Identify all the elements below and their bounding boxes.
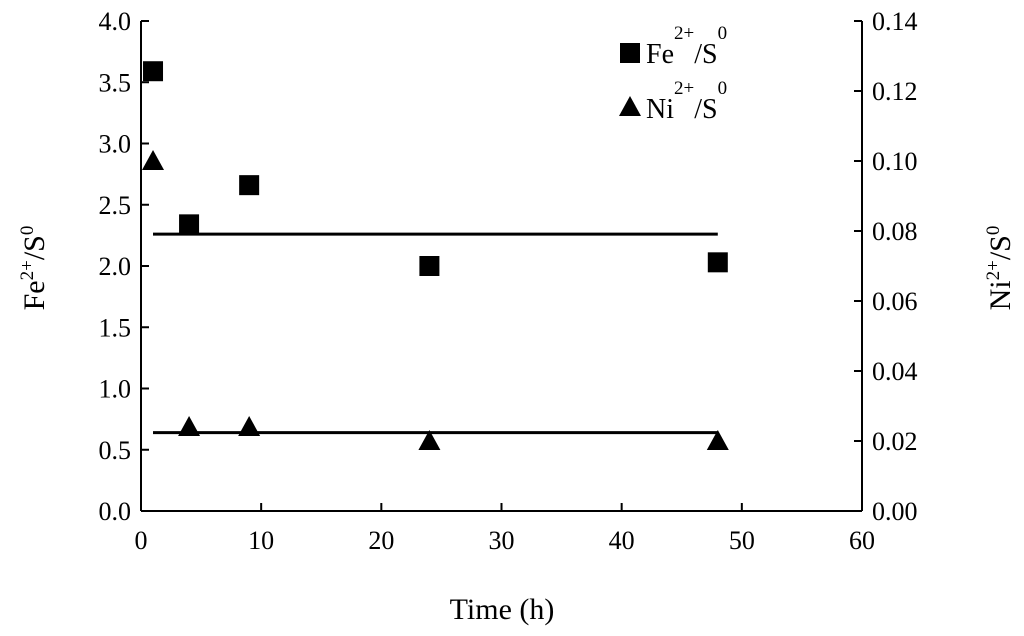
- legend-fe-base: Fe: [646, 39, 674, 70]
- legend-ni-base: Ni: [646, 94, 674, 125]
- x-tick-label: 20: [368, 526, 394, 555]
- data-markers: [142, 61, 729, 450]
- legend-label-ni: Ni2+/S0: [646, 78, 727, 125]
- x-axis-ticks: 0 10 20 30 40 50 60: [135, 503, 875, 555]
- y2-tick-label: 0.06: [872, 287, 918, 316]
- x-tick-label: 40: [609, 526, 635, 555]
- legend-square-icon: [620, 43, 640, 63]
- y2-tick-label: 0.10: [872, 147, 918, 176]
- y-axis-title-sup2: 0: [17, 226, 38, 236]
- y-tick-label: 4.0: [99, 7, 132, 36]
- y-axis-title-base: Fe: [18, 280, 51, 310]
- y2-tick-label: 0.00: [872, 497, 918, 526]
- ni-data-point: [178, 416, 201, 436]
- fe-data-point: [239, 175, 260, 196]
- legend-ni-sup: 2+: [674, 78, 694, 99]
- y2-tick-label: 0.02: [872, 427, 918, 456]
- y2-axis-title: Ni2+/S0: [983, 226, 1017, 311]
- y-tick-label: 1.5: [99, 313, 132, 342]
- y2-axis-title-base: Ni: [984, 280, 1017, 310]
- legend-fe-rest: /S: [694, 39, 717, 70]
- x-tick-label: 30: [489, 526, 515, 555]
- y-tick-label: 3.0: [99, 130, 132, 159]
- ni-data-point: [418, 430, 441, 450]
- y2-tick-label: 0.08: [872, 217, 918, 246]
- x-axis-title: Time (h): [450, 593, 555, 626]
- x-tick-label: 10: [248, 526, 274, 555]
- y-tick-label: 2.0: [99, 252, 132, 281]
- y-tick-label: 0.0: [99, 497, 132, 526]
- fe-data-point: [419, 256, 440, 276]
- fe-data-point: [179, 214, 200, 235]
- ni-data-point: [706, 430, 729, 450]
- x-tick-label: 50: [729, 526, 755, 555]
- legend-ni-sup2: 0: [718, 78, 728, 99]
- legend-label-fe: Fe2+/S0: [646, 23, 727, 70]
- x-tick-label: 60: [849, 526, 875, 555]
- y-tick-label: 1.0: [99, 375, 132, 404]
- y-axis-title-sup: 2+: [17, 260, 38, 280]
- fe-data-point: [707, 252, 728, 273]
- y2-axis-title-sup: 2+: [983, 260, 1004, 280]
- y2-tick-label: 0.04: [872, 357, 918, 386]
- fe-data-point: [143, 61, 164, 82]
- y-axis-ticks: 0.0 0.5 1.0 1.5 2.0 2.5 3.0 3.5 4.0: [99, 7, 149, 526]
- plot-frame: [140, 21, 863, 512]
- y2-axis-title-rest: /S: [984, 235, 1017, 260]
- y2-axis-title-sup2: 0: [983, 226, 1004, 236]
- ni-data-point: [142, 150, 165, 170]
- y-tick-label: 0.5: [99, 436, 132, 465]
- legend-triangle-icon: [619, 96, 641, 116]
- legend-fe-sup: 2+: [674, 23, 694, 44]
- y-tick-label: 3.5: [99, 68, 132, 97]
- y2-axis-ticks: 0.00 0.02 0.04 0.06 0.08 0.10 0.12 0.14: [854, 7, 918, 526]
- legend-ni-rest: /S: [694, 94, 717, 125]
- y2-tick-label: 0.12: [872, 77, 918, 106]
- x-tick-label: 0: [135, 526, 148, 555]
- ni-data-point: [238, 416, 261, 436]
- y2-tick-label: 0.14: [872, 7, 918, 36]
- y-axis-title-rest: /S: [18, 235, 51, 260]
- legend: Fe2+/S0 Ni2+/S0: [619, 23, 727, 125]
- y-tick-label: 2.5: [99, 191, 132, 220]
- legend-fe-sup2: 0: [718, 23, 728, 44]
- y-axis-title: Fe2+/S0: [17, 226, 51, 311]
